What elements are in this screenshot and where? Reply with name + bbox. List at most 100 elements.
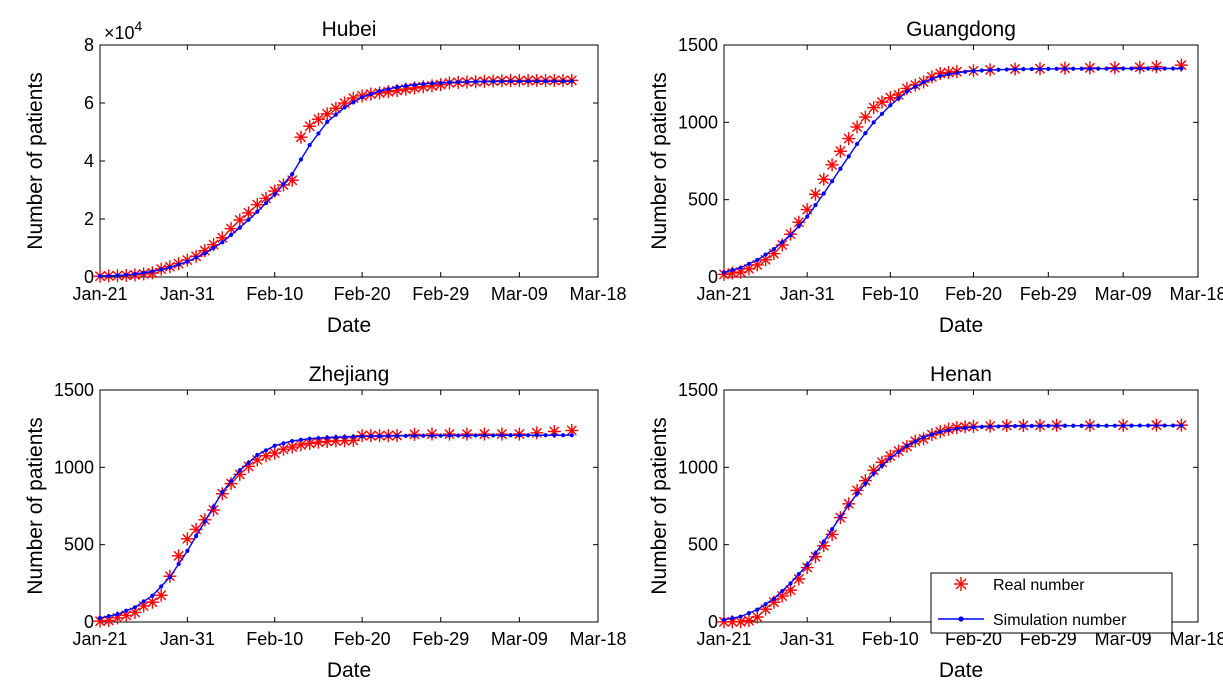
x-axis-label: Date [327, 314, 371, 337]
chart-panel-guangdong: Guangdong Jan-21 Jan-31 Feb-10 Feb-20 Feb-29 M… [648, 18, 1223, 337]
y-tick-label: 8 [84, 35, 94, 55]
simulation-point [534, 79, 539, 84]
simulation-point [263, 448, 269, 453]
simulation-point [830, 179, 835, 184]
simulation-point [913, 84, 918, 89]
simulation-point [813, 202, 818, 208]
simulation-point [447, 80, 452, 85]
simulation-point [464, 79, 470, 84]
simulation-point [1054, 423, 1059, 428]
simulation-point [429, 81, 435, 86]
simulation-point [228, 479, 234, 484]
simulation-point [1154, 66, 1159, 71]
simulation-point [1137, 423, 1142, 428]
real-point [725, 266, 739, 280]
chart-title: Zhejiang [309, 363, 390, 386]
simulation-point [124, 272, 129, 277]
simulation-point [403, 433, 408, 438]
simulation-point [738, 614, 743, 619]
simulation-point [1062, 423, 1068, 428]
y-scale-exponent: ×104 [104, 18, 143, 43]
simulation-point [938, 429, 943, 434]
x-tick-label: Feb-20 [945, 629, 1002, 649]
simulation-point [255, 452, 260, 458]
simulation-point [755, 257, 760, 263]
simulation-point [298, 437, 304, 442]
simulation-point [755, 607, 760, 612]
simulation-point [351, 100, 356, 105]
simulation-point [805, 214, 810, 219]
simulation-point [1137, 66, 1142, 71]
simulation-point [1054, 66, 1059, 71]
simulation-point [482, 433, 487, 438]
simulation-point [979, 68, 984, 73]
simulation-point [552, 79, 557, 84]
real-point [883, 91, 897, 105]
simulation-point [971, 68, 976, 73]
simulation-point [97, 274, 103, 279]
x-tick-label: Feb-29 [412, 629, 469, 649]
simulation-point [307, 142, 312, 148]
simulation-point [721, 270, 727, 275]
x-tick-label: Feb-20 [334, 629, 391, 649]
simulation-point [438, 80, 443, 85]
plot-area [723, 44, 1199, 278]
simulation-point [543, 79, 548, 84]
simulation-point [377, 434, 382, 439]
simulation-point [237, 468, 242, 473]
x-tick-label: Jan-31 [160, 284, 215, 304]
simulation-point [846, 503, 851, 508]
simulation-point [796, 223, 801, 229]
simulation-point [1012, 424, 1018, 429]
simulation-point [763, 602, 768, 607]
simulation-point [763, 252, 768, 257]
x-tick-label: Feb-10 [246, 284, 303, 304]
simulation-point [298, 157, 304, 162]
simulation-point [403, 83, 408, 88]
x-tick-label: Feb-10 [246, 629, 303, 649]
simulation-point [946, 72, 951, 77]
simulation-point [552, 433, 557, 438]
plot-area [99, 389, 599, 623]
simulation-point [954, 426, 959, 431]
simulation-point [1170, 423, 1176, 428]
real-point [867, 101, 881, 115]
x-tick-label: Jan-21 [696, 629, 751, 649]
real-point [825, 158, 839, 172]
simulation-point [938, 73, 943, 79]
y-tick-label: 1000 [54, 457, 94, 477]
simulation-point [333, 112, 338, 117]
x-tick-label: Jan-31 [780, 284, 835, 304]
y-tick-label: 1000 [678, 112, 718, 132]
simulation-point [421, 81, 426, 87]
simulation-point [854, 141, 860, 147]
simulation-point [863, 131, 868, 136]
simulation-point [1179, 423, 1184, 428]
simulation-point [788, 581, 793, 586]
simulation-point [1004, 424, 1009, 429]
simulation-point [176, 561, 181, 567]
simulation-point [1079, 423, 1084, 428]
simulation-point [1162, 423, 1167, 428]
x-tick-label: Feb-20 [334, 284, 391, 304]
chart-title: Hubei [322, 18, 377, 41]
simulation-point [246, 217, 251, 222]
simulation-point [447, 433, 452, 438]
simulation-point [499, 79, 504, 84]
simulation-point [263, 200, 269, 206]
simulation-point [1179, 66, 1184, 71]
simulation-point [141, 270, 146, 275]
y-axis-label: Number of patients [24, 417, 47, 594]
simulation-point [1029, 423, 1034, 429]
simulation-point [360, 434, 365, 439]
simulation-point [491, 433, 496, 438]
simulation-point [1021, 67, 1026, 72]
x-tick-label: Feb-20 [945, 284, 1002, 304]
simulation-point [746, 611, 752, 616]
simulation-point [499, 433, 504, 438]
simulation-point [150, 593, 155, 598]
real-point [833, 144, 847, 158]
x-tick-label: Feb-10 [862, 629, 919, 649]
simulation-point [351, 434, 356, 439]
